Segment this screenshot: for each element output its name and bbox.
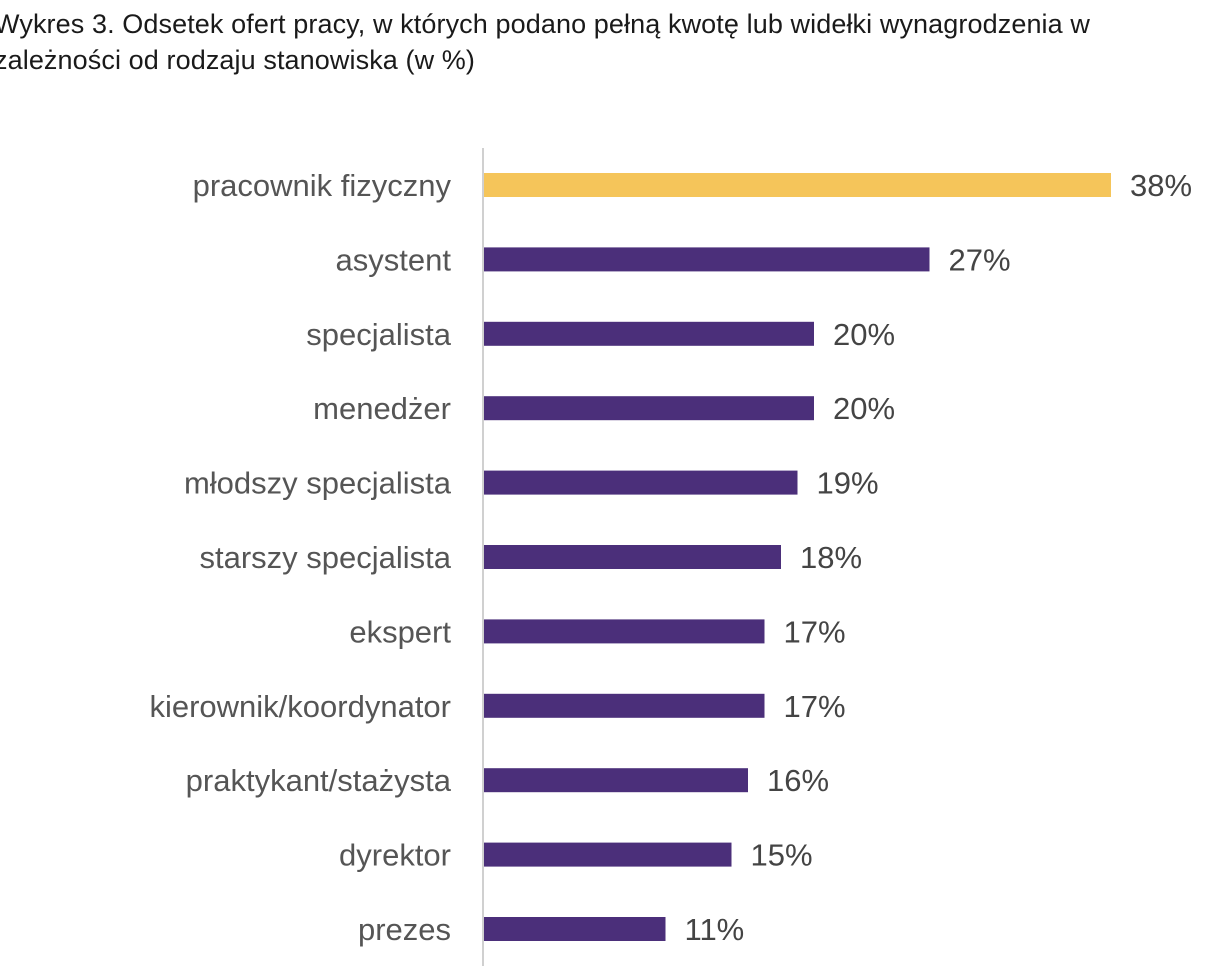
bar: [484, 396, 814, 421]
data-label: 20%: [833, 317, 895, 352]
bar: [484, 545, 781, 569]
category-label: ekspert: [349, 614, 451, 649]
bar: [484, 693, 765, 718]
data-label: 16%: [767, 763, 829, 798]
bar: [484, 470, 798, 495]
data-label: 27%: [949, 242, 1011, 277]
category-label: starszy specjalista: [199, 540, 451, 575]
category-label: specjalista: [306, 317, 451, 352]
category-label: menedżer: [313, 391, 451, 426]
data-label: 17%: [784, 689, 846, 724]
data-label: 38%: [1130, 168, 1192, 203]
category-label: kierownik/koordynator: [149, 689, 451, 724]
bar: [484, 842, 732, 867]
bar: [484, 768, 748, 793]
bar: [484, 917, 666, 941]
category-label: prezes: [358, 912, 451, 947]
data-label: 17%: [784, 614, 846, 649]
bar: [484, 247, 930, 272]
category-label: młodszy specjalista: [184, 466, 452, 501]
bars-group: pracownik fizyczny 38% asystent 27% specjali…: [149, 168, 1192, 947]
category-label: asystent: [336, 242, 452, 277]
data-label: 11%: [685, 912, 745, 947]
bar: [484, 321, 814, 346]
data-label: 18%: [800, 540, 862, 575]
category-label: pracownik fizyczny: [193, 168, 452, 203]
chart-title: Wykres 3. Odsetek ofert pracy, w których…: [0, 9, 1090, 75]
data-label: 15%: [751, 838, 813, 873]
data-label: 19%: [817, 466, 879, 501]
category-label: praktykant/stażysta: [186, 763, 452, 798]
bar: [484, 619, 765, 644]
category-label: dyrektor: [339, 838, 451, 873]
bar: [484, 173, 1111, 197]
data-label: 20%: [833, 391, 895, 426]
